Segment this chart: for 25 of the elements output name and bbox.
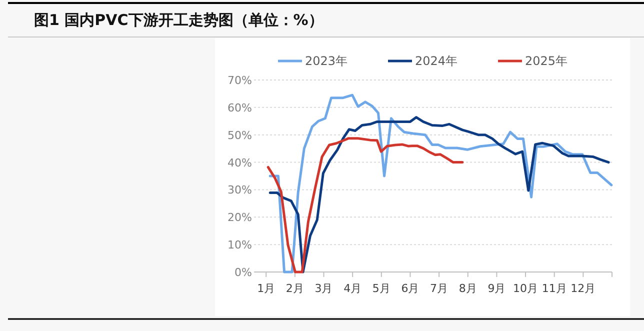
x-tick-label: 4月 <box>344 282 362 295</box>
x-tick-label: 7月 <box>430 282 448 295</box>
y-tick-label: 70% <box>228 74 252 87</box>
chart-title: 图1 国内PVC下游开工走势图（单位：%） <box>34 11 324 29</box>
x-tick-label: 11月 <box>542 282 567 295</box>
x-tick-label: 1月 <box>257 282 276 295</box>
y-tick-label: 60% <box>228 101 252 114</box>
y-tick-label: 10% <box>228 238 252 252</box>
y-tick-label: 50% <box>228 128 252 142</box>
y-tick-label: 0% <box>234 266 252 279</box>
y-tick-label: 20% <box>228 211 252 224</box>
x-tick-label: 12月 <box>570 282 596 295</box>
x-tick-label: 8月 <box>458 282 477 295</box>
x-tick-label: 2月 <box>286 282 304 295</box>
x-tick-label: 5月 <box>372 282 390 295</box>
x-tick-label: 10月 <box>513 282 538 295</box>
legend-label: 2024年 <box>415 54 458 68</box>
x-tick-label: 6月 <box>401 282 420 295</box>
x-tick-label: 3月 <box>314 282 333 295</box>
y-tick-label: 40% <box>228 156 252 170</box>
y-tick-label: 30% <box>228 184 252 197</box>
line-series <box>266 137 464 274</box>
x-tick-label: 9月 <box>488 282 506 295</box>
legend-label: 2023年 <box>305 54 348 68</box>
legend-label: 2025年 <box>525 54 568 68</box>
